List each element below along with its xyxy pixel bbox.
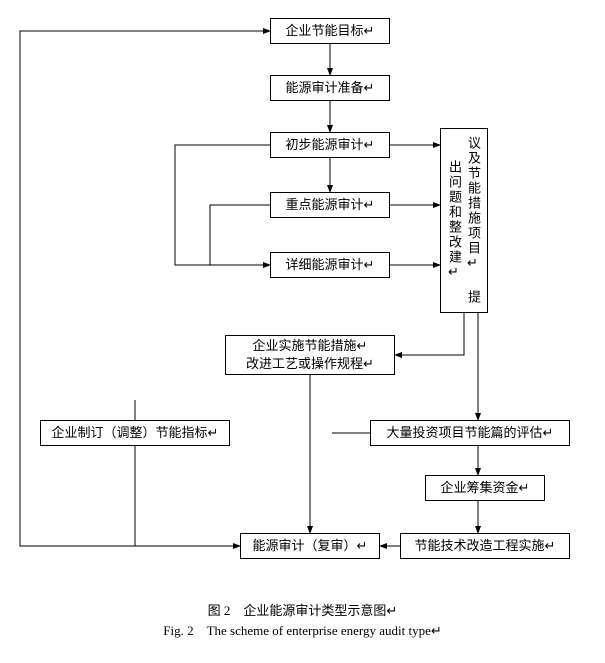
node-issues-suggestions: 议及节能措施项目↵ 提出问题和整改建↵: [440, 128, 488, 313]
node-audit-prep: 能源审计准备↵: [270, 75, 390, 101]
node-detailed-audit: 详细能源审计↵: [270, 252, 390, 278]
node-energy-target: 企业节能目标↵: [270, 18, 390, 44]
caption-zh: 图 2 企业能源审计类型示意图↵: [0, 600, 605, 619]
node-preliminary-audit: 初步能源审计↵: [270, 132, 390, 158]
node-adjust-indicators: 企业制订（调整）节能指标↵: [40, 420, 230, 446]
node-investment-eval: 大量投资项目节能篇的评估↵: [370, 420, 570, 446]
node-reaudit: 能源审计（复审）↵: [240, 533, 380, 559]
caption-en: Fig. 2 The scheme of enterprise energy a…: [0, 620, 605, 639]
node-tech-reform: 节能技术改造工程实施↵: [400, 533, 570, 559]
node-implement-measures: 企业实施节能措施↵ 改进工艺或操作规程↵: [225, 335, 395, 375]
node-raise-funds: 企业筹集资金↵: [425, 475, 545, 501]
node-key-audit: 重点能源审计↵: [270, 192, 390, 218]
